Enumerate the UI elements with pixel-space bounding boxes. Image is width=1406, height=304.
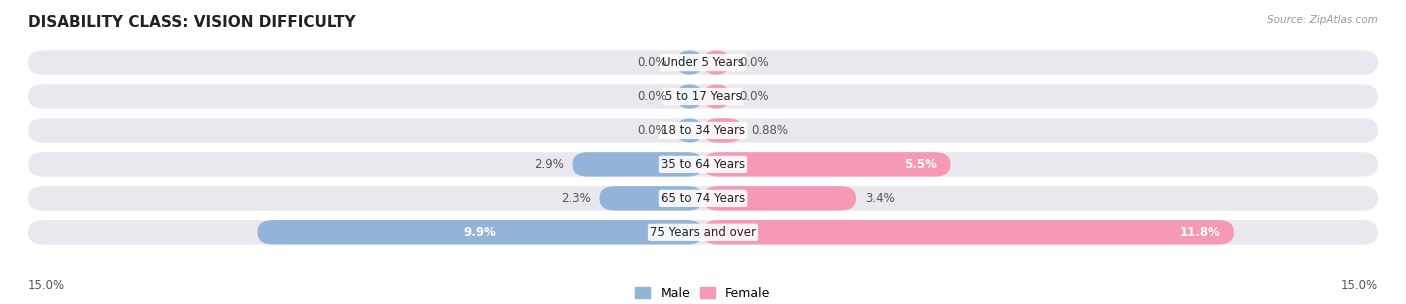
Text: 65 to 74 Years: 65 to 74 Years: [661, 192, 745, 205]
FancyBboxPatch shape: [28, 152, 1378, 177]
Text: DISABILITY CLASS: VISION DIFFICULTY: DISABILITY CLASS: VISION DIFFICULTY: [28, 15, 356, 30]
FancyBboxPatch shape: [599, 186, 703, 211]
FancyBboxPatch shape: [572, 152, 703, 177]
Text: 75 Years and over: 75 Years and over: [650, 226, 756, 239]
Text: 0.0%: 0.0%: [637, 56, 666, 69]
FancyBboxPatch shape: [28, 50, 1378, 75]
Text: Source: ZipAtlas.com: Source: ZipAtlas.com: [1267, 15, 1378, 25]
Legend: Male, Female: Male, Female: [636, 287, 770, 300]
Text: 15.0%: 15.0%: [28, 279, 65, 292]
Text: 5 to 17 Years: 5 to 17 Years: [665, 90, 741, 103]
FancyBboxPatch shape: [676, 84, 703, 109]
Text: 18 to 34 Years: 18 to 34 Years: [661, 124, 745, 137]
FancyBboxPatch shape: [703, 50, 730, 75]
Text: 0.0%: 0.0%: [637, 90, 666, 103]
FancyBboxPatch shape: [703, 186, 856, 211]
FancyBboxPatch shape: [257, 220, 703, 244]
FancyBboxPatch shape: [28, 118, 1378, 143]
Text: 0.0%: 0.0%: [740, 90, 769, 103]
Text: 0.0%: 0.0%: [637, 124, 666, 137]
Text: 3.4%: 3.4%: [865, 192, 894, 205]
Text: 15.0%: 15.0%: [1341, 279, 1378, 292]
Text: Under 5 Years: Under 5 Years: [662, 56, 744, 69]
Text: 0.88%: 0.88%: [752, 124, 789, 137]
FancyBboxPatch shape: [676, 50, 703, 75]
FancyBboxPatch shape: [676, 118, 703, 143]
Text: 35 to 64 Years: 35 to 64 Years: [661, 158, 745, 171]
FancyBboxPatch shape: [703, 220, 1234, 244]
Text: 2.9%: 2.9%: [534, 158, 564, 171]
Text: 9.9%: 9.9%: [464, 226, 496, 239]
Text: 2.3%: 2.3%: [561, 192, 591, 205]
Text: 11.8%: 11.8%: [1180, 226, 1220, 239]
FancyBboxPatch shape: [703, 118, 742, 143]
FancyBboxPatch shape: [28, 220, 1378, 244]
FancyBboxPatch shape: [703, 152, 950, 177]
Text: 0.0%: 0.0%: [740, 56, 769, 69]
Text: 5.5%: 5.5%: [904, 158, 936, 171]
FancyBboxPatch shape: [703, 84, 730, 109]
FancyBboxPatch shape: [28, 186, 1378, 211]
FancyBboxPatch shape: [28, 84, 1378, 109]
